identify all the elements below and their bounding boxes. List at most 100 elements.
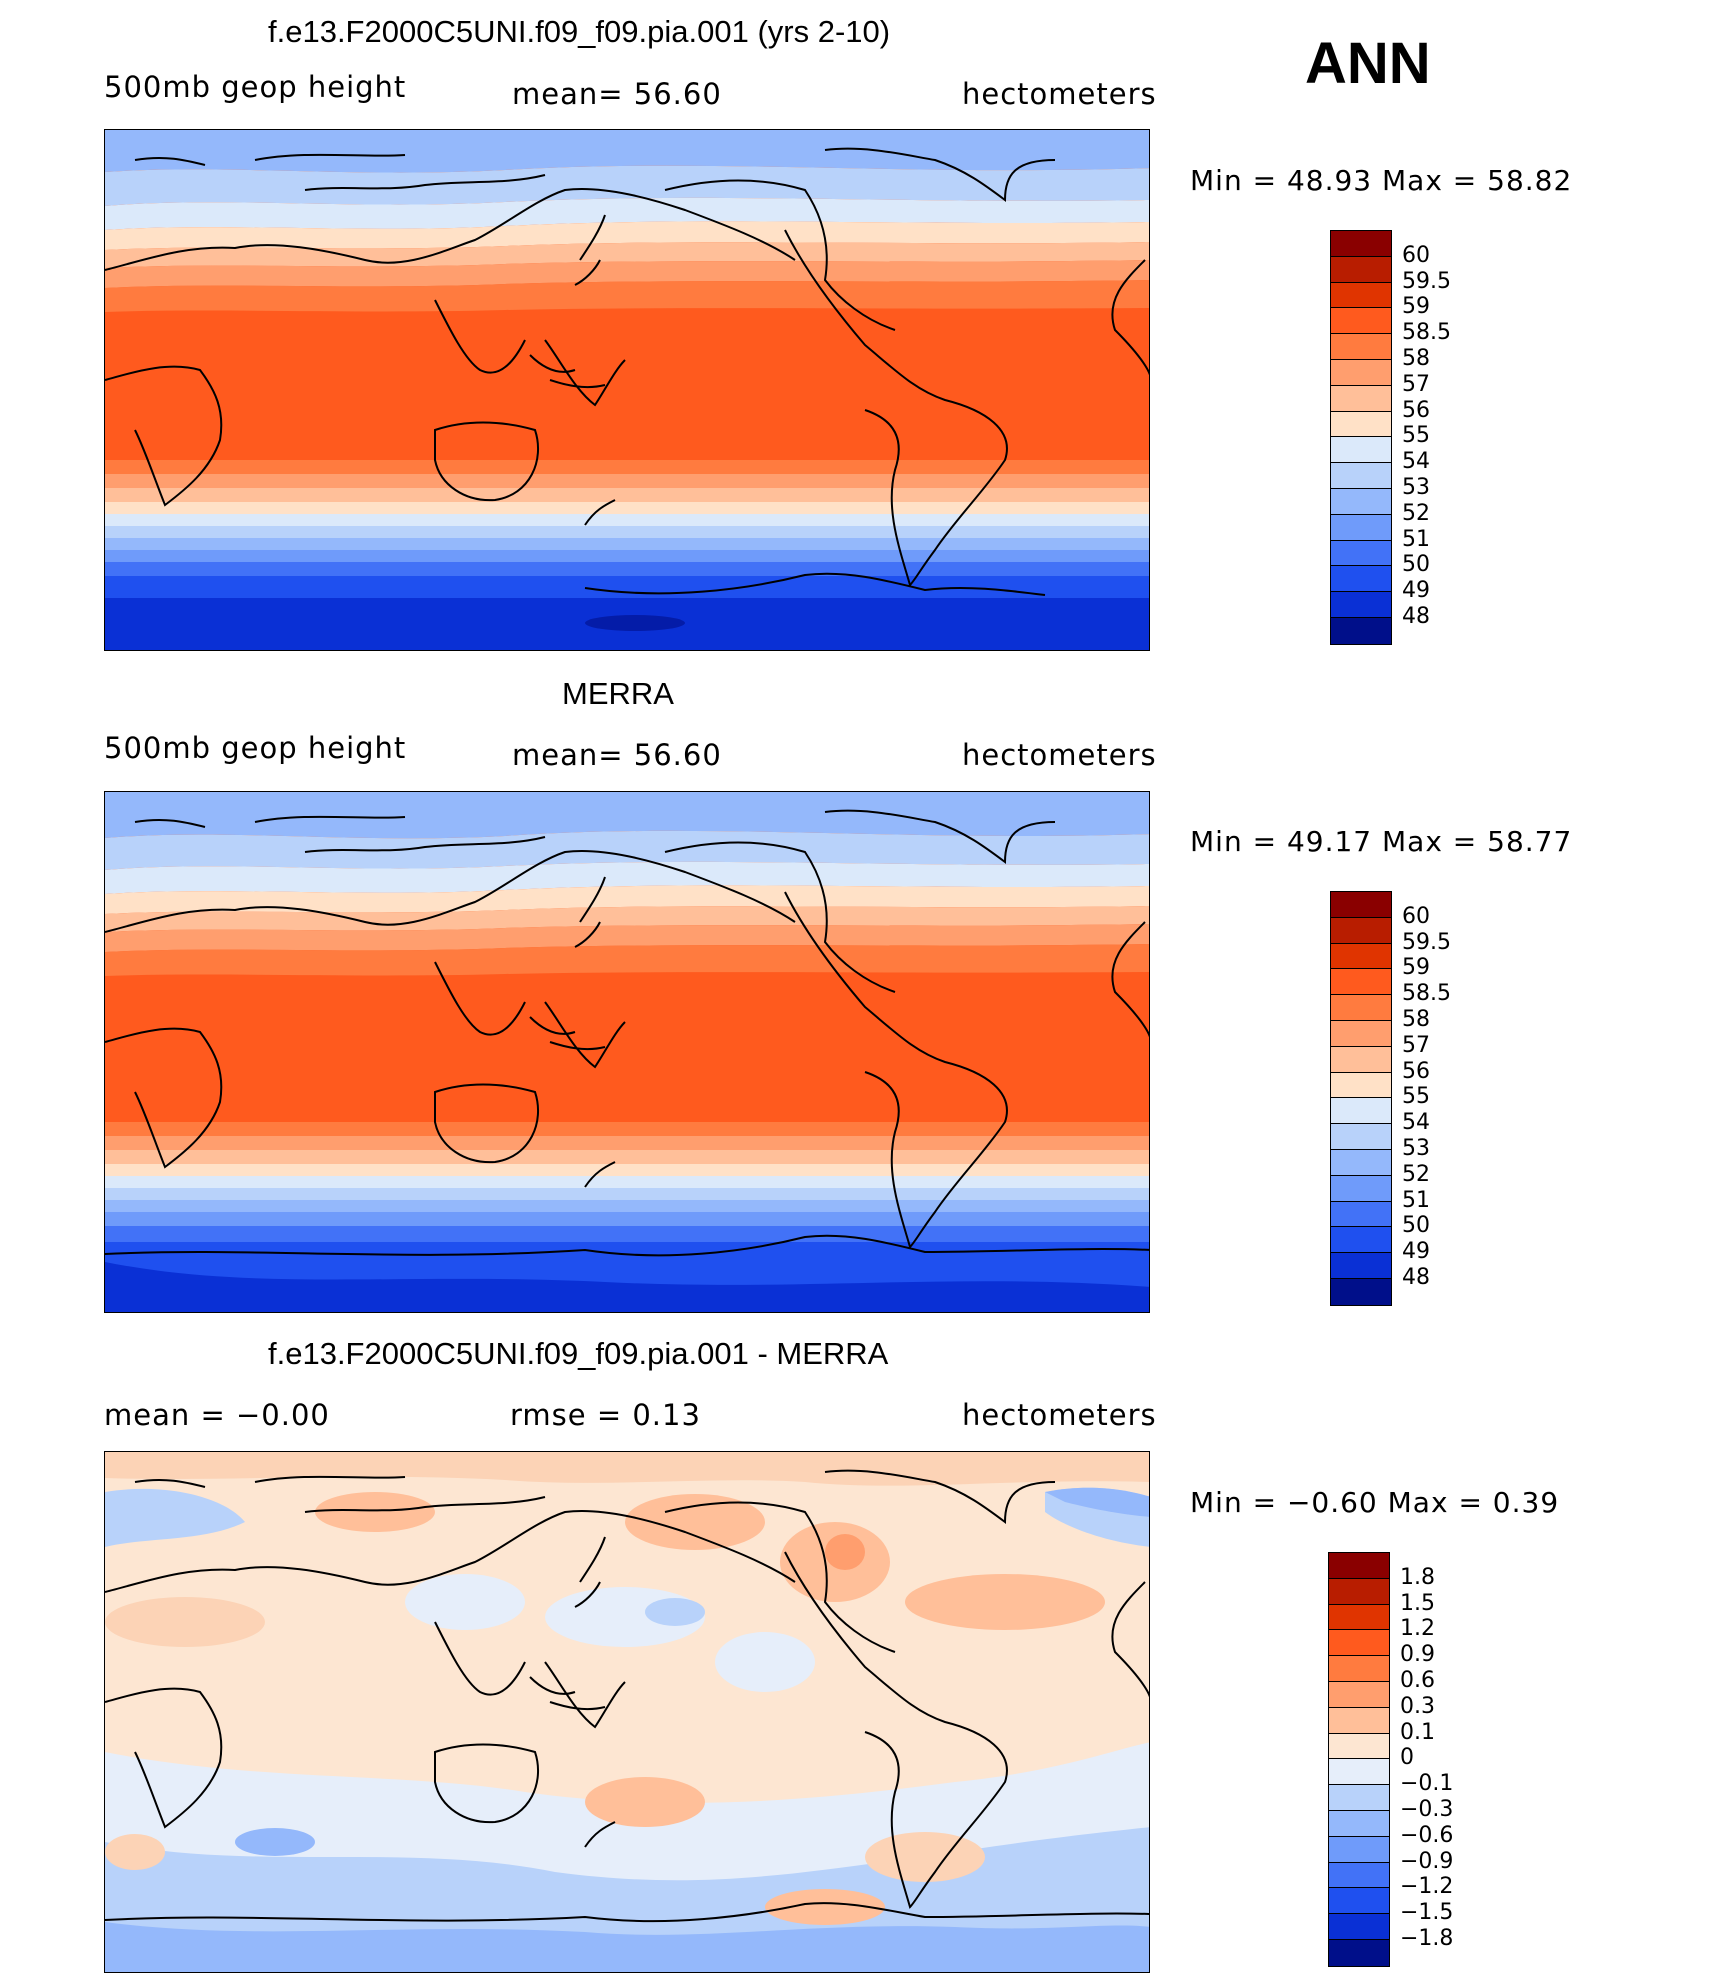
colorbar-tick-label: 55 [1402, 1084, 1430, 1110]
colorbar-tick-label: 55 [1402, 423, 1430, 449]
colorbar-swatch [1331, 566, 1391, 593]
colorbar-swatch [1329, 1681, 1389, 1708]
colorbar-swatch [1329, 1914, 1389, 1940]
colorbar-swatch [1331, 1098, 1391, 1125]
panel-1-coastlines [105, 147, 1149, 596]
colorbar-tick-label: 58 [1402, 1007, 1430, 1032]
colorbar-tick-label: 53 [1402, 1136, 1430, 1161]
colorbar-tick-label: 58 [1402, 346, 1430, 371]
colorbar-tick-label: 60 [1402, 242, 1430, 268]
panel-2-min-max: Min = 49.17 Max = 58.77 [1190, 825, 1573, 858]
colorbar-swatch [1331, 1201, 1391, 1228]
colorbar-swatch [1331, 1227, 1391, 1254]
colorbar-tick-label: 0.1 [1400, 1719, 1435, 1745]
colorbar-tick-label: 1.8 [1400, 1564, 1435, 1590]
colorbar-swatch [1331, 385, 1391, 412]
colorbar-swatch [1329, 1604, 1389, 1631]
panel-1-colorbar [1330, 230, 1392, 645]
colorbar-swatch [1331, 488, 1391, 515]
colorbar-swatch [1331, 969, 1391, 996]
panel-3-mean-label: mean = −0.00 [104, 1398, 330, 1432]
colorbar-swatch [1331, 256, 1391, 283]
colorbar-swatch [1329, 1630, 1389, 1657]
colorbar-swatch [1331, 540, 1391, 567]
colorbar-swatch [1331, 1046, 1391, 1073]
colorbar-tick-label: 0.3 [1400, 1693, 1435, 1719]
colorbar-swatch [1331, 1253, 1391, 1279]
colorbar-swatch [1331, 1175, 1391, 1202]
colorbar-tick-label: −1.5 [1400, 1900, 1454, 1926]
colorbar-swatch [1331, 411, 1391, 438]
colorbar-swatch [1331, 282, 1391, 309]
colorbar-swatch [1329, 1785, 1389, 1811]
panel-3-rmse-label: rmse = 0.13 [510, 1398, 701, 1432]
panel-2-coastlines [105, 809, 1149, 1257]
colorbar-tick-label: 58.5 [1402, 320, 1451, 346]
panel-2-mean-label: mean= 56.60 [512, 738, 722, 772]
colorbar-tick-label: 57 [1402, 1032, 1430, 1058]
colorbar-tick-label: 48 [1402, 1265, 1430, 1290]
colorbar-swatch [1329, 1707, 1389, 1734]
colorbar-swatch [1329, 1836, 1389, 1863]
colorbar-swatch [1331, 1278, 1391, 1305]
colorbar-swatch [1331, 308, 1391, 335]
colorbar-tick-label: 48 [1402, 604, 1430, 629]
panel-2-contour-field [105, 792, 1149, 1312]
colorbar-swatch [1329, 1578, 1389, 1605]
colorbar-tick-label: 51 [1402, 526, 1430, 552]
colorbar-swatch [1329, 1733, 1389, 1760]
colorbar-swatch [1331, 514, 1391, 541]
colorbar-tick-label: 59.5 [1402, 268, 1451, 294]
panel-1-contour-field [105, 130, 1149, 650]
colorbar-swatch [1331, 592, 1391, 618]
panel-2-units-label: hectometers [962, 738, 1157, 772]
panel-1-variable-label: 500mb geop height [104, 70, 407, 104]
colorbar-tick-label: 50 [1402, 1213, 1430, 1239]
colorbar-swatch [1331, 359, 1391, 386]
colorbar-tick-label: 59 [1402, 294, 1430, 320]
colorbar-swatch [1331, 917, 1391, 944]
panel-3-map [104, 1451, 1150, 1973]
colorbar-tick-label: −1.2 [1400, 1874, 1454, 1900]
colorbar-tick-label: 49 [1402, 578, 1430, 604]
colorbar-tick-label: 1.5 [1400, 1590, 1435, 1616]
colorbar-swatch [1331, 437, 1391, 464]
colorbar-tick-label: 0.6 [1400, 1668, 1435, 1693]
panel-1-units-label: hectometers [962, 77, 1157, 111]
colorbar-tick-label: 52 [1402, 500, 1430, 526]
colorbar-tick-label: 54 [1402, 449, 1430, 475]
panel-2-title: MERRA [562, 676, 674, 711]
colorbar-swatch [1329, 1553, 1389, 1579]
colorbar-tick-label: 59 [1402, 955, 1430, 981]
colorbar-swatch [1329, 1759, 1389, 1786]
panel-1-map [104, 129, 1150, 651]
panel-1-mean-label: mean= 56.60 [512, 77, 722, 111]
panel-3-coastlines [105, 1469, 1149, 1923]
panel-3-colorbar [1328, 1552, 1390, 1967]
colorbar-swatch [1331, 892, 1391, 918]
colorbar-swatch [1331, 617, 1391, 644]
colorbar-swatch [1331, 1149, 1391, 1176]
colorbar-swatch [1331, 943, 1391, 970]
colorbar-tick-label: −0.9 [1400, 1848, 1454, 1874]
colorbar-tick-label: 0.9 [1400, 1642, 1435, 1668]
colorbar-tick-label: 56 [1402, 1058, 1430, 1084]
colorbar-tick-label: 59.5 [1402, 929, 1451, 955]
colorbar-tick-label: 0 [1400, 1745, 1414, 1771]
colorbar-tick-label: 51 [1402, 1187, 1430, 1213]
panel-2-colorbar [1330, 891, 1392, 1306]
colorbar-tick-label: 53 [1402, 475, 1430, 500]
colorbar-swatch [1329, 1656, 1389, 1682]
panel-1-min-max: Min = 48.93 Max = 58.82 [1190, 164, 1573, 197]
colorbar-tick-label: −1.8 [1400, 1926, 1454, 1951]
colorbar-tick-label: 56 [1402, 397, 1430, 423]
panel-3-units-label: hectometers [962, 1398, 1157, 1432]
colorbar-tick-label: 52 [1402, 1161, 1430, 1187]
colorbar-tick-label: −0.6 [1400, 1822, 1454, 1848]
colorbar-swatch [1329, 1810, 1389, 1837]
colorbar-tick-label: 57 [1402, 371, 1430, 397]
colorbar-swatch [1329, 1939, 1389, 1966]
colorbar-swatch [1331, 231, 1391, 257]
colorbar-swatch [1329, 1862, 1389, 1889]
panel-3-min-max: Min = −0.60 Max = 0.39 [1190, 1486, 1560, 1519]
